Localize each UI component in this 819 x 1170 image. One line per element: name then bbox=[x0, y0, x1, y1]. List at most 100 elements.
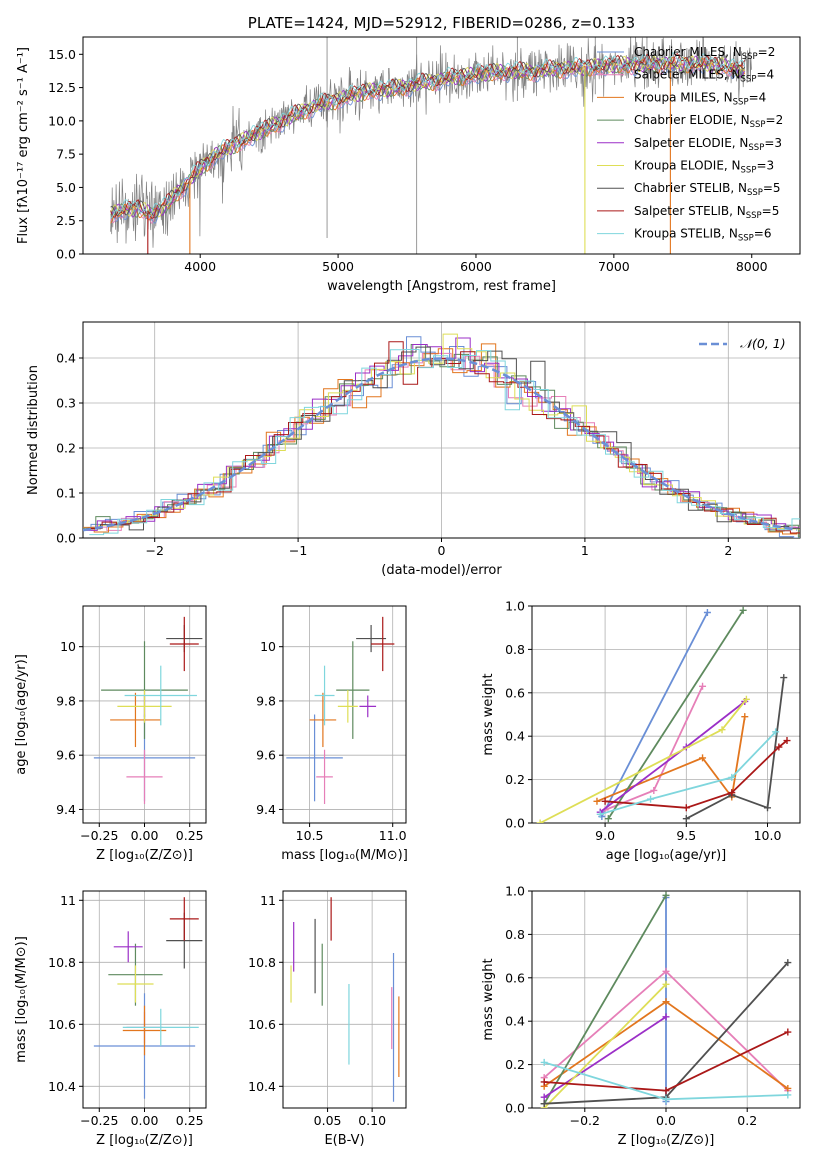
y-tick-label: 10.6 bbox=[248, 1017, 276, 1032]
legend-label: Chabrier MILES, NSSP=2 bbox=[634, 45, 775, 62]
y-tick-label: 0.0 bbox=[505, 1101, 525, 1116]
age-vs-mass-plot-area bbox=[286, 616, 395, 805]
weight-marker-miles_kroupa bbox=[593, 797, 601, 805]
legend-label-text: Kroupa ELODIE, N bbox=[634, 159, 741, 173]
residuals-panel: −2 −1 0 1 2 0.0 0.1 0.2 0.3 0.4 (data-model)/error… bbox=[26, 321, 801, 578]
y-axis-label: Flux [fλ10⁻¹⁷ erg cm⁻² s⁻¹ A⁻¹] bbox=[16, 47, 31, 244]
x-axis-label: wavelength [Angstrom, rest frame] bbox=[327, 279, 556, 294]
legend-label-subscript: SSP bbox=[733, 97, 749, 107]
y-tick-label: 9.6 bbox=[56, 748, 76, 763]
weight-line-stelib_chabrier bbox=[685, 677, 785, 820]
x-tick-label: 0.00 bbox=[131, 828, 159, 843]
weight-marker-elodie_kroupa bbox=[742, 695, 750, 703]
weight-marker-miles_salpeter bbox=[650, 786, 658, 794]
weight-vs-age-plot-area bbox=[536, 606, 791, 823]
x-axis-label: (data-model)/error bbox=[381, 563, 502, 578]
x-tick-label: 9.0 bbox=[595, 828, 615, 843]
legend-label-subscript: SSP bbox=[748, 143, 764, 153]
legend-label-text: Salpeter MILES, N bbox=[634, 68, 741, 82]
x-tick-label: 1 bbox=[581, 543, 589, 558]
weight-marker-elodie_chabrier bbox=[604, 815, 612, 823]
weight-marker-miles_kroupa bbox=[741, 713, 749, 721]
y-tick-label: 0.4 bbox=[505, 1014, 525, 1029]
legend-label-text: Chabrier MILES, N bbox=[634, 45, 742, 59]
x-axis-label: Z [log₁₀(Z/Z⊙)] bbox=[96, 1133, 193, 1148]
y-tick-label: 15.0 bbox=[48, 47, 76, 62]
y-tick-label: 9.8 bbox=[56, 693, 76, 708]
weight-marker-stelib_chabrier bbox=[784, 959, 792, 967]
axes-frame bbox=[282, 890, 407, 1109]
weight-vs-metallicity-panel: −0.2 0.0 0.2 0.0 0.2 0.4 0.6 0.8 1.0 Z [log₁₀(Z/Z… bbox=[481, 884, 801, 1148]
y-tick-label: 0.0 bbox=[56, 531, 76, 546]
y-tick-label: 10.8 bbox=[248, 955, 276, 970]
y-axis-label: mass [log₁₀(M/M⊙)] bbox=[14, 936, 29, 1063]
legend-label-subscript: SSP bbox=[742, 52, 758, 62]
weight-vs-Z-plot-area bbox=[540, 891, 792, 1108]
model-spectrum-stelib_kroupa bbox=[110, 52, 746, 219]
legend-label-text: Salpeter ELODIE, N bbox=[634, 136, 748, 150]
weight-marker-miles_salpeter bbox=[662, 967, 670, 975]
weight-marker-elodie_chabrier bbox=[739, 606, 747, 614]
y-tick-label: 1.0 bbox=[505, 884, 525, 899]
mass-vs-ebv-panel: 0.05 0.10 10.4 10.6 10.8 11 E(B-V) bbox=[248, 890, 407, 1148]
weight-marker-stelib_salpeter bbox=[728, 789, 736, 797]
x-tick-label: 0.00 bbox=[131, 1113, 159, 1128]
weight-marker-stelib_chabrier bbox=[540, 1100, 548, 1108]
y-axis-label: mass weight bbox=[481, 673, 496, 755]
x-tick-label: 10.0 bbox=[754, 828, 782, 843]
weight-marker-miles_kroupa bbox=[699, 754, 707, 762]
y-tick-label: 0.8 bbox=[505, 927, 525, 942]
weight-marker-miles_kroupa bbox=[784, 1084, 792, 1092]
weight-marker-elodie_kroupa bbox=[718, 726, 726, 734]
legend-label: Kroupa ELODIE, NSSP=3 bbox=[634, 159, 774, 176]
legend-label-text: Salpeter STELIB, N bbox=[634, 204, 746, 218]
x-axis-label: Z [log₁₀(Z/Z⊙)] bbox=[96, 848, 193, 863]
y-tick-label: 7.5 bbox=[56, 147, 76, 162]
spectrum-panel: 4000 5000 6000 7000 8000 0.0 2.5 5.0 7.5 10.0 12.5… bbox=[16, 14, 801, 294]
legend-label-suffix: =5 bbox=[762, 204, 780, 218]
legend-label-suffix: =3 bbox=[764, 136, 782, 150]
y-tick-label: 0.4 bbox=[505, 729, 525, 744]
weight-marker-miles_chabrier bbox=[703, 609, 711, 617]
legend-label-subscript: SSP bbox=[746, 211, 762, 221]
weight-marker-stelib_chabrier bbox=[764, 804, 772, 812]
x-tick-label: −1 bbox=[289, 543, 307, 558]
weight-marker-elodie_kroupa bbox=[536, 819, 544, 823]
weight-marker-stelib_kroupa bbox=[596, 810, 604, 818]
y-tick-label: 10.0 bbox=[48, 113, 76, 128]
x-tick-label: 6000 bbox=[460, 259, 492, 274]
y-tick-label: 12.5 bbox=[48, 80, 76, 95]
weight-marker-elodie_salpeter bbox=[540, 1093, 548, 1101]
legend-label-suffix: =6 bbox=[754, 227, 772, 241]
x-tick-label: 2 bbox=[724, 543, 732, 558]
model-spectrum-miles_chabrier bbox=[110, 59, 746, 224]
y-axis-label: Normed distribution bbox=[26, 365, 41, 495]
legend-label-subscript: SSP bbox=[741, 166, 757, 176]
x-tick-label: 0.10 bbox=[358, 1113, 386, 1128]
y-tick-label: 0.0 bbox=[505, 816, 525, 831]
age-vs-Z-plot-area bbox=[93, 616, 203, 805]
weight-marker-elodie_salpeter bbox=[662, 1013, 670, 1021]
weight-line-miles_kroupa bbox=[596, 716, 746, 803]
y-tick-label: 0.4 bbox=[56, 351, 76, 366]
y-tick-label: 5.0 bbox=[56, 180, 76, 195]
legend-label-suffix: =3 bbox=[756, 159, 774, 173]
y-tick-label: 0.2 bbox=[505, 772, 525, 787]
x-tick-label: 10.5 bbox=[296, 828, 324, 843]
weight-vs-age-panel: 9.0 9.5 10.0 0.0 0.2 0.4 0.6 0.8 1.0 age [log₁₀(a… bbox=[481, 599, 801, 863]
legend-label: Salpeter ELODIE, NSSP=3 bbox=[634, 136, 782, 153]
legend-label-suffix: =2 bbox=[766, 113, 784, 127]
x-axis-label: age [log₁₀(age/yr)] bbox=[606, 848, 727, 863]
chart-title: PLATE=1424, MJD=52912, FIBERID=0286, z=0… bbox=[248, 14, 635, 32]
x-tick-label: 0.25 bbox=[176, 828, 204, 843]
y-tick-label: 0.2 bbox=[505, 1057, 525, 1072]
x-tick-label: 9.5 bbox=[676, 828, 696, 843]
y-tick-label: 10.8 bbox=[48, 955, 76, 970]
y-tick-label: 9.8 bbox=[256, 693, 276, 708]
axes-frame bbox=[82, 36, 801, 255]
y-tick-label: 9.4 bbox=[256, 802, 276, 817]
y-tick-label: 0.3 bbox=[56, 396, 76, 411]
legend-label: Kroupa MILES, NSSP=4 bbox=[634, 90, 766, 107]
x-tick-label: 5000 bbox=[322, 259, 354, 274]
